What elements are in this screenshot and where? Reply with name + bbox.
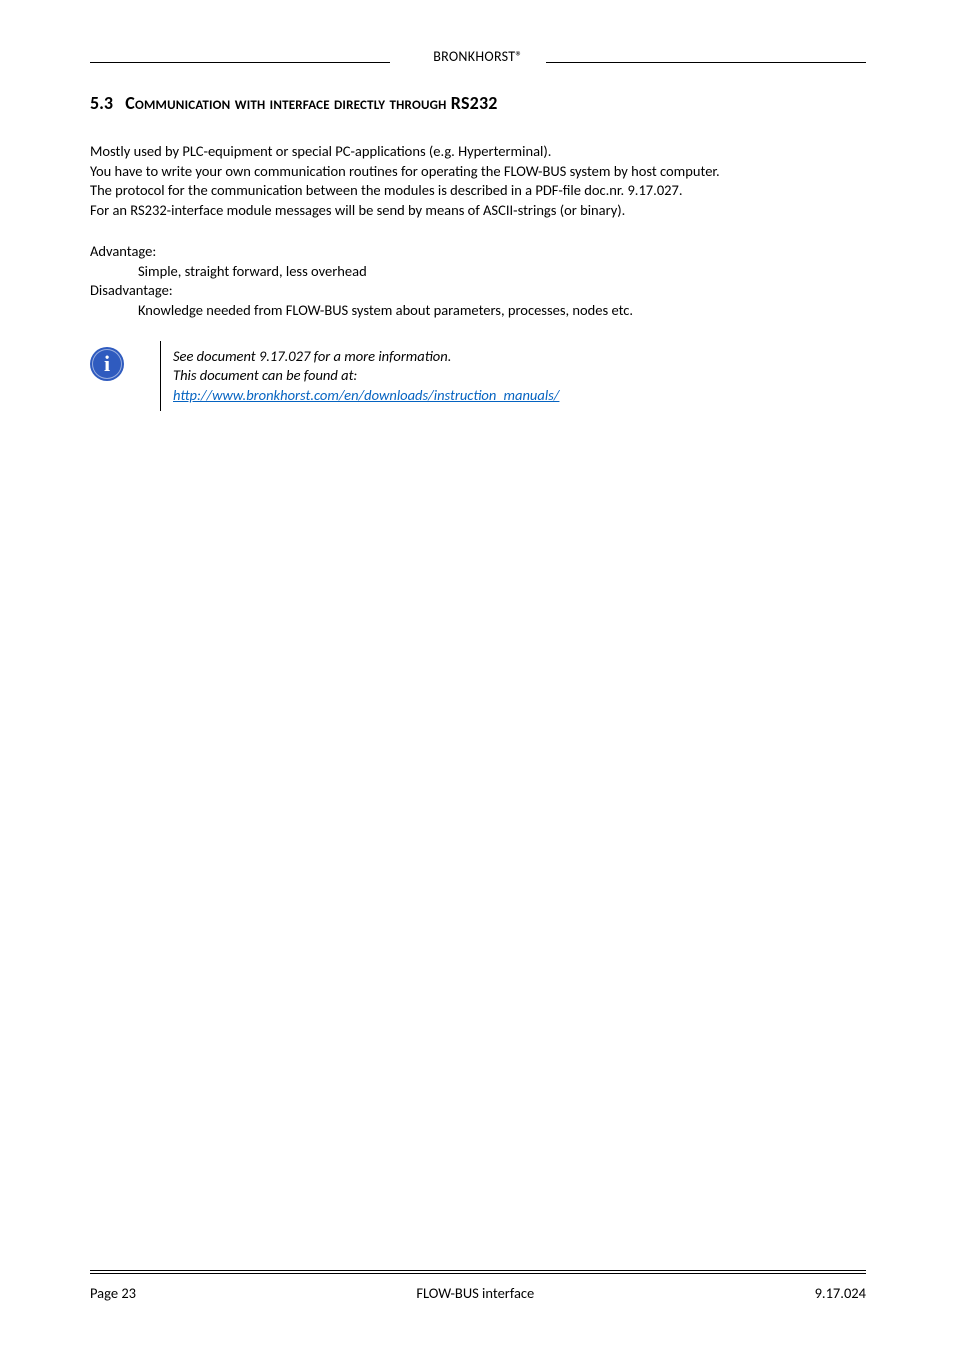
info-note-line: See document 9.17.027 for a more informa… bbox=[173, 347, 559, 367]
footer-doc-title: FLOW-BUS interface bbox=[416, 1284, 534, 1302]
footer-doc-number: 9.17.024 bbox=[815, 1284, 866, 1302]
info-note-text: See document 9.17.027 for a more informa… bbox=[160, 341, 559, 412]
section-title: Communication with interface directly th… bbox=[125, 92, 497, 114]
page-footer: Page 23 FLOW-BUS interface 9.17.024 bbox=[90, 1270, 866, 1302]
body-line: For an RS232-interface module messages w… bbox=[90, 201, 866, 221]
info-icon-glyph: i bbox=[104, 353, 110, 375]
advantage-text: Simple, straight forward, less overhead bbox=[90, 262, 866, 282]
info-icon-cell: i bbox=[90, 341, 160, 381]
section-number: 5.3 bbox=[90, 92, 113, 114]
disadvantage-label: Disadvantage: bbox=[90, 281, 866, 301]
page-header: BRONKHORST® bbox=[90, 0, 866, 68]
body-line: You have to write your own communication… bbox=[90, 162, 866, 182]
advantage-label: Advantage: bbox=[90, 242, 866, 262]
info-note-line: This document can be found at: bbox=[173, 366, 559, 386]
footer-page-number: Page 23 bbox=[90, 1284, 136, 1302]
info-note-link[interactable]: http://www.bronkhorst.com/en/downloads/i… bbox=[173, 386, 559, 404]
body-line: Mostly used by PLC-equipment or special … bbox=[90, 142, 866, 162]
advantage-block: Advantage: Simple, straight forward, les… bbox=[90, 242, 866, 320]
header-rule-right bbox=[546, 62, 866, 63]
info-note: i See document 9.17.027 for a more infor… bbox=[90, 341, 866, 412]
disadvantage-text: Knowledge needed from FLOW-BUS system ab… bbox=[90, 301, 866, 321]
section-heading: 5.3 Communication with interface directl… bbox=[90, 92, 866, 114]
footer-row: Page 23 FLOW-BUS interface 9.17.024 bbox=[90, 1274, 866, 1302]
body-paragraphs: Mostly used by PLC-equipment or special … bbox=[90, 142, 866, 220]
document-page: BRONKHORST® 5.3 Communication with inter… bbox=[90, 0, 866, 1350]
body-line: The protocol for the communication betwe… bbox=[90, 181, 866, 201]
info-icon: i bbox=[90, 347, 124, 381]
